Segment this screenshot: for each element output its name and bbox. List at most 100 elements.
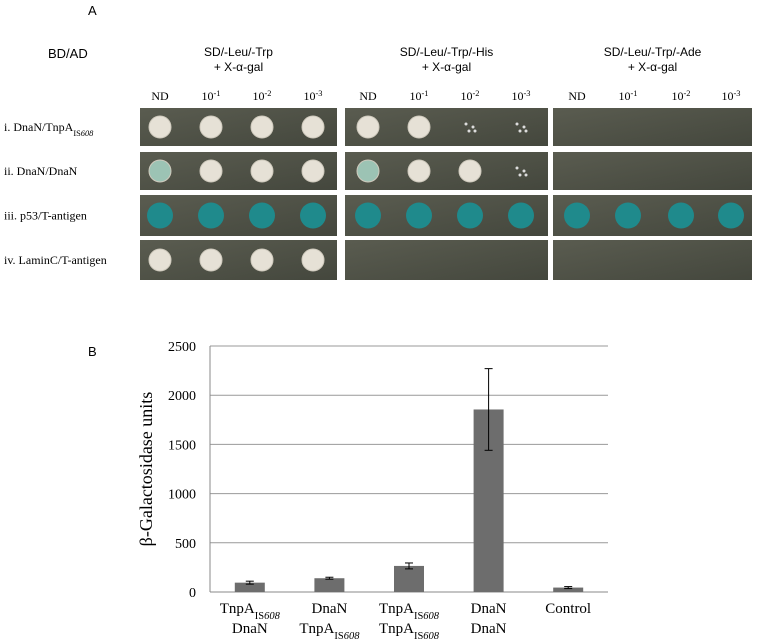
colony: [668, 202, 694, 229]
colony: [406, 202, 432, 229]
label: ND: [568, 89, 586, 103]
colony: [564, 202, 590, 229]
text-part: 10: [253, 89, 265, 103]
text-part: ii. DnaN/DnaN: [4, 164, 78, 178]
colony: [148, 115, 172, 139]
text-part: 10: [410, 89, 422, 103]
text-part: ND: [568, 89, 586, 103]
colony: [524, 129, 528, 133]
colony: [249, 202, 275, 229]
label: TnpAIS608: [299, 621, 360, 642]
bar: [314, 578, 345, 592]
plate: [553, 240, 752, 280]
plate: [553, 152, 752, 190]
panel-label: A: [88, 3, 97, 18]
label: DnaN: [232, 621, 268, 637]
text-part: Control: [545, 601, 591, 617]
y-tick-label: 2000: [168, 389, 196, 404]
text-part: TnpA: [379, 621, 414, 637]
text-part: TnpA: [299, 621, 334, 637]
text-part: DnaN: [471, 601, 507, 617]
plate: [553, 108, 752, 146]
corner-label: BD/AD: [48, 46, 88, 61]
text-part: iv. LaminC/T-antigen: [4, 253, 107, 267]
colony: [199, 159, 223, 183]
colony: [522, 169, 526, 173]
text-part: 10: [619, 89, 631, 103]
text-part: -1: [631, 89, 638, 98]
text-part: 10: [722, 89, 734, 103]
colony: [515, 122, 519, 126]
colony: [407, 159, 431, 183]
label: 10-3: [304, 89, 323, 104]
text-part: DnaN: [232, 621, 268, 637]
y-tick-label: 1000: [168, 488, 196, 503]
label: iii. p53/T-antigen: [4, 209, 87, 223]
label: 10-2: [461, 89, 480, 104]
text-part: IS: [414, 631, 423, 642]
condition-header: + X-α-gal: [422, 60, 471, 74]
text-part: -3: [316, 89, 323, 98]
label: 10-2: [253, 89, 272, 104]
colony: [464, 122, 468, 126]
text-part: 10: [461, 89, 473, 103]
colony: [356, 159, 380, 183]
label: 10-1: [410, 89, 429, 104]
colony: [300, 202, 326, 229]
label: 10-1: [202, 89, 221, 104]
condition-header: SD/-Leu/-Trp: [204, 45, 273, 59]
colony: [250, 115, 274, 139]
colony: [407, 115, 431, 139]
label: 10-3: [512, 89, 531, 104]
text-part: -2: [265, 89, 272, 98]
y-tick-label: 2500: [168, 340, 196, 355]
label: ND: [151, 89, 169, 103]
condition-header: + X-α-gal: [214, 60, 263, 74]
text-part: 608: [81, 129, 94, 138]
label: 10-3: [722, 89, 741, 104]
colony: [250, 159, 274, 183]
text-part: -2: [473, 89, 480, 98]
colony: [301, 115, 325, 139]
colony: [458, 159, 482, 183]
colony: [301, 159, 325, 183]
condition-header: SD/-Leu/-Trp/-His: [400, 45, 494, 59]
colony: [457, 202, 483, 229]
colony: [473, 129, 477, 133]
text-part: TnpA: [379, 601, 414, 617]
text-part: IS: [255, 611, 264, 622]
colony: [508, 202, 534, 229]
condition-header: + X-α-gal: [628, 60, 677, 74]
colony: [147, 202, 173, 229]
text-part: DnaN: [471, 621, 507, 637]
y-axis-label: β-Galactosidase units: [136, 392, 156, 547]
plate: [345, 240, 548, 280]
label: DnaN: [311, 601, 347, 617]
colony: [250, 248, 274, 272]
text-part: -2: [684, 89, 691, 98]
text-part: 608: [423, 611, 440, 622]
text-part: 10: [512, 89, 524, 103]
text-part: i. DnaN/TnpA: [4, 120, 74, 134]
colony: [615, 202, 641, 229]
text-part: 10: [304, 89, 316, 103]
label: TnpAIS608: [379, 601, 440, 622]
text-part: 10: [202, 89, 214, 103]
panel-label: B: [88, 344, 97, 359]
bar: [234, 582, 265, 592]
label: 10-1: [619, 89, 638, 104]
colony: [198, 202, 224, 229]
text-part: IS: [334, 631, 343, 642]
label: Control: [545, 601, 591, 617]
colony: [199, 248, 223, 272]
label: i. DnaN/TnpAIS608: [4, 120, 94, 138]
label: DnaN: [471, 601, 507, 617]
label: ND: [359, 89, 377, 103]
label: TnpAIS608: [379, 621, 440, 642]
label: ii. DnaN/DnaN: [4, 164, 78, 178]
text-part: TnpA: [220, 601, 255, 617]
label: 10-2: [672, 89, 691, 104]
text-part: 608: [423, 631, 440, 642]
colony: [301, 248, 325, 272]
